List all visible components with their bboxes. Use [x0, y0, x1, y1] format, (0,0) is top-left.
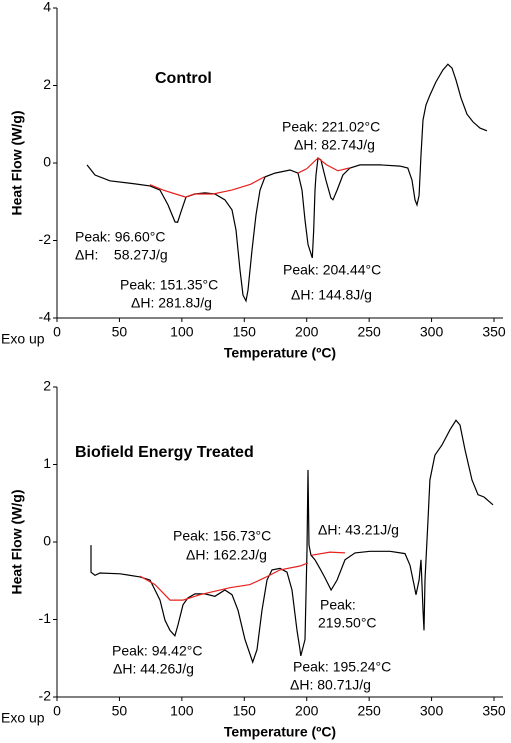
panel-title: Biofield Energy Treated	[75, 444, 254, 461]
x-axis-title: Temperature (ºC)	[224, 345, 336, 361]
x-tick-label: 350	[482, 324, 506, 340]
annotation: Peak: 221.02°C	[282, 119, 380, 135]
y-tick-label: -2	[39, 231, 52, 247]
x-tick-label: 0	[53, 324, 61, 340]
x-tick-label: 300	[420, 324, 444, 340]
x-tick-label: 350	[482, 703, 506, 719]
annotation: Peak:	[320, 597, 356, 613]
annotation: Peak: 96.60°C	[75, 229, 165, 245]
annotation: Peak: 156.73°C	[173, 528, 271, 544]
x-tick-label: 200	[295, 703, 319, 719]
annotation: 219.50°C	[318, 615, 377, 631]
x-tick-label: 200	[295, 324, 319, 340]
exo-up-label: Exo up	[1, 710, 45, 726]
x-tick-label: 300	[420, 703, 444, 719]
panel-title: Control	[155, 70, 212, 87]
x-tick-label: 100	[170, 703, 194, 719]
annotation: ΔH: 58.27J/g	[75, 247, 168, 263]
y-tick-label: -1	[39, 610, 52, 626]
y-tick-label: -4	[39, 309, 52, 325]
x-tick-label: 100	[170, 324, 194, 340]
x-tick-label: 50	[112, 324, 128, 340]
heat-flow-curve	[139, 551, 346, 601]
y-axis-title: Heat Flow (W/g)	[9, 111, 25, 216]
y-axis-title: Heat Flow (W/g)	[9, 490, 25, 595]
exo-up-label: Exo up	[1, 331, 45, 347]
annotation: ΔH: 281.8J/g	[131, 295, 212, 311]
x-tick-label: 0	[53, 703, 61, 719]
y-tick-label: 4	[43, 0, 51, 15]
y-tick-label: 1	[43, 455, 51, 471]
annotation: ΔH: 162.2J/g	[186, 547, 267, 563]
y-tick-label: 0	[43, 154, 51, 170]
annotation: Peak: 204.44°C	[283, 262, 381, 278]
annotation: ΔH: 44.26J/g	[113, 661, 194, 677]
annotation: Peak: 94.42°C	[112, 643, 202, 659]
x-tick-label: 250	[357, 324, 381, 340]
x-tick-label: 250	[357, 703, 381, 719]
x-tick-label: 150	[233, 324, 257, 340]
annotation: Peak: 195.24°C	[293, 659, 391, 675]
annotation: ΔH: 144.8J/g	[291, 287, 372, 303]
heat-flow-curve	[90, 419, 494, 664]
y-tick-label: 2	[43, 378, 51, 394]
annotation: Peak: 151.35°C	[120, 277, 218, 293]
y-tick-label: 0	[43, 533, 51, 549]
x-axis-title: Temperature (ºC)	[224, 724, 336, 740]
chart-panel: -2 -1 0 1 2 0 50 100 150 200 250 300 350 Temperature …	[1, 378, 506, 740]
annotation: ΔH: 43.21J/g	[318, 522, 399, 538]
x-tick-label: 150	[233, 703, 257, 719]
x-tick-label: 50	[112, 703, 128, 719]
y-tick-label: 2	[43, 76, 51, 92]
heat-flow-curve	[149, 157, 350, 198]
y-tick-label: -2	[39, 688, 52, 704]
annotation: ΔH: 80.71J/g	[290, 677, 371, 693]
chart-panel: -4 -2 0 2 4 0 50 100 150 200 250 300 350 Temperature …	[1, 0, 506, 361]
annotation: ΔH: 82.74J/g	[294, 137, 375, 153]
